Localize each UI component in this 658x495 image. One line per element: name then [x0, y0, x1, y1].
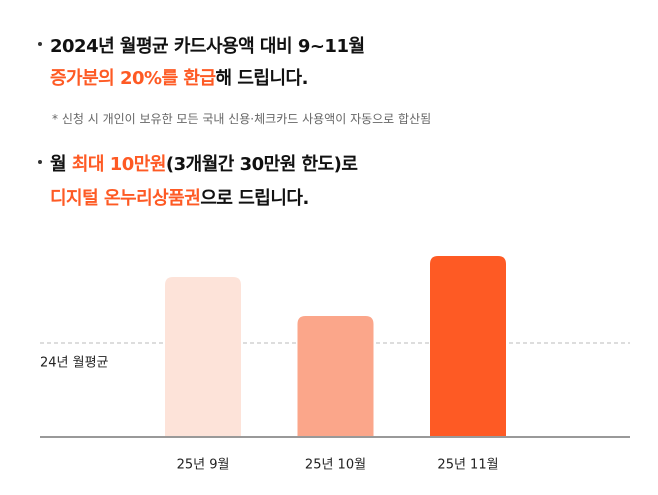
highlight-text: 최대 10만원 [71, 154, 167, 175]
bullet-dot [38, 160, 42, 164]
highlight-text: 증가분의 20%를 환급 [50, 68, 216, 89]
note: * 신청 시 개인이 보유한 모든 국내 신용·체크카드 사용액이 자동으로 합… [52, 112, 432, 126]
x-tick-label: 25년 10월 [305, 458, 366, 473]
x-tick-label: 25년 11월 [437, 458, 498, 473]
text-line: 디지털 온누리상품권으로 드립니다. [50, 184, 309, 210]
text: 월 [50, 154, 72, 175]
bar [430, 256, 506, 437]
highlight-text: 디지털 온누리상품권 [50, 188, 201, 209]
text: 2024년 월평균 카드사용액 대비 9~11월 [50, 36, 365, 57]
reference-label: 24년 월평균 [40, 356, 109, 371]
bullet-dot [38, 42, 42, 46]
x-tick-label: 25년 9월 [177, 458, 230, 473]
text: (3개월간 30만원 한도)로 [165, 154, 358, 175]
text-line: 2024년 월평균 카드사용액 대비 9~11월 [50, 32, 365, 58]
text-line: 월 최대 10만원(3개월간 30만원 한도)로 [50, 150, 358, 176]
bar [297, 316, 374, 437]
text: 으로 드립니다. [200, 188, 309, 209]
bar [165, 277, 241, 437]
text-line: 증가분의 20%를 환급해 드립니다. [50, 64, 308, 90]
text: 해 드립니다. [215, 68, 309, 89]
